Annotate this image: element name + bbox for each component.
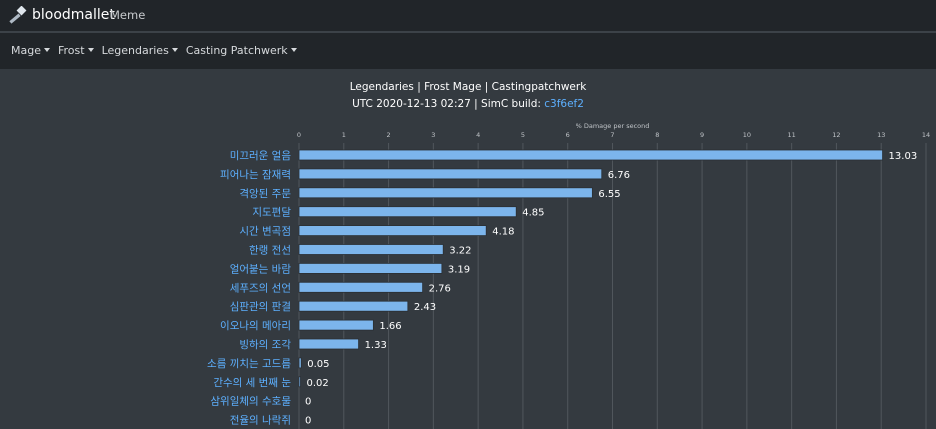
x-axis-title: % Damage per second [576,122,650,130]
bar [298,244,444,255]
data-label: 3.19 [448,264,470,275]
data-label: 1.66 [379,321,401,332]
bar [298,168,603,180]
category-label[interactable]: 한랭 전선 [249,245,291,257]
chart-title: Legendaries | Frost Mage | Castingpatchw… [349,81,587,93]
bar [298,300,409,312]
data-label: 2.76 [429,283,451,294]
data-label: 2.43 [414,302,436,313]
bar [298,187,593,199]
brand-name: bloodmallet [32,7,115,23]
category-label[interactable]: 이오나의 메아리 [220,320,291,332]
x-tick-label: 8 [655,131,659,139]
x-tick-label: 7 [610,131,614,139]
spec-dropdown[interactable]: Frost [58,44,94,57]
caret-down-icon [43,48,50,52]
data-label: 4.85 [522,208,544,219]
category-label[interactable]: 미끄러운 얼음 [230,150,292,162]
data-label: 0.02 [307,378,329,389]
category-label[interactable]: 심판관의 판결 [230,301,291,313]
hammer-icon [9,6,27,24]
category-label[interactable]: 세푸즈의 선언 [230,282,291,294]
fight-style-dropdown[interactable]: Casting Patchwerk [186,44,297,57]
category-label[interactable]: 빙하의 조각 [239,338,291,351]
x-tick-label: 0 [297,131,301,139]
dropdown-group: Mage Frost Legendaries Casting Patchwerk [11,44,297,57]
bar [298,149,883,161]
nav-link-meme[interactable]: Meme [110,8,146,22]
category-label[interactable]: 시간 변곡점 [239,226,291,238]
data-label: 0 [305,397,311,408]
chart-subtitle-text: UTC 2020-12-13 02:27 | SimC build: [352,98,545,110]
class-dropdown-label: Mage [11,44,41,57]
category-label[interactable]: 피어나는 잠재력 [220,169,291,181]
category-label[interactable]: 얼어붙는 바람 [230,262,292,275]
bar [298,357,302,369]
brand-link[interactable]: bloodmallet [8,4,115,26]
data-label: 3.22 [449,246,471,257]
caret-down-icon [290,48,297,52]
category-label[interactable]: 지도편달 [252,206,291,219]
data-label: 6.55 [598,189,620,200]
caret-down-icon [87,48,94,52]
data-label: 4.18 [492,227,514,238]
bar [298,206,517,218]
x-tick-label: 3 [431,131,435,139]
x-tick-label: 9 [700,131,704,139]
x-tick-label: 4 [476,131,480,139]
category-label[interactable]: 전율의 나락쥐 [230,415,291,427]
bar [298,225,487,237]
chart-subtitle: UTC 2020-12-13 02:27 | SimC build: c3f6e… [0,98,936,110]
bar [298,319,374,331]
x-tick-label: 14 [922,131,930,139]
type-dropdown[interactable]: Legendaries [102,44,178,57]
spec-dropdown-label: Frost [57,44,85,57]
data-label: 0 [305,416,311,427]
simc-build-link[interactable]: c3f6ef2 [544,98,584,110]
data-label: 1.33 [365,340,387,351]
category-label[interactable]: 소름 끼치는 고드름 [207,358,291,370]
x-tick-label: 10 [743,131,751,139]
category-label[interactable]: 격앙된 주문 [239,187,291,200]
x-tick-label: 6 [566,131,570,139]
category-label[interactable]: 삼위일체의 수호물 [210,395,291,408]
x-tick-label: 2 [387,131,391,139]
data-label: 13.03 [889,151,918,162]
fight-style-dropdown-label: Casting Patchwerk [185,44,288,57]
bar [298,281,424,293]
x-tick-label: 1 [342,131,346,139]
top-navbar: bloodmallet Meme [0,0,936,33]
bar [298,376,301,388]
data-label: 6.76 [608,170,630,181]
category-label[interactable]: 간수의 세 번째 눈 [213,377,291,389]
caret-down-icon [171,48,178,52]
bar [298,338,359,350]
x-tick-label: 12 [832,131,840,139]
type-dropdown-label: Legendaries [101,44,169,57]
x-tick-label: 13 [877,131,885,139]
x-tick-label: 11 [788,131,796,139]
bar [298,262,443,274]
filter-bar: Mage Frost Legendaries Casting Patchwerk [0,33,936,69]
x-tick-label: 5 [521,131,525,139]
data-label: 0.05 [307,359,329,370]
class-dropdown[interactable]: Mage [11,44,50,57]
